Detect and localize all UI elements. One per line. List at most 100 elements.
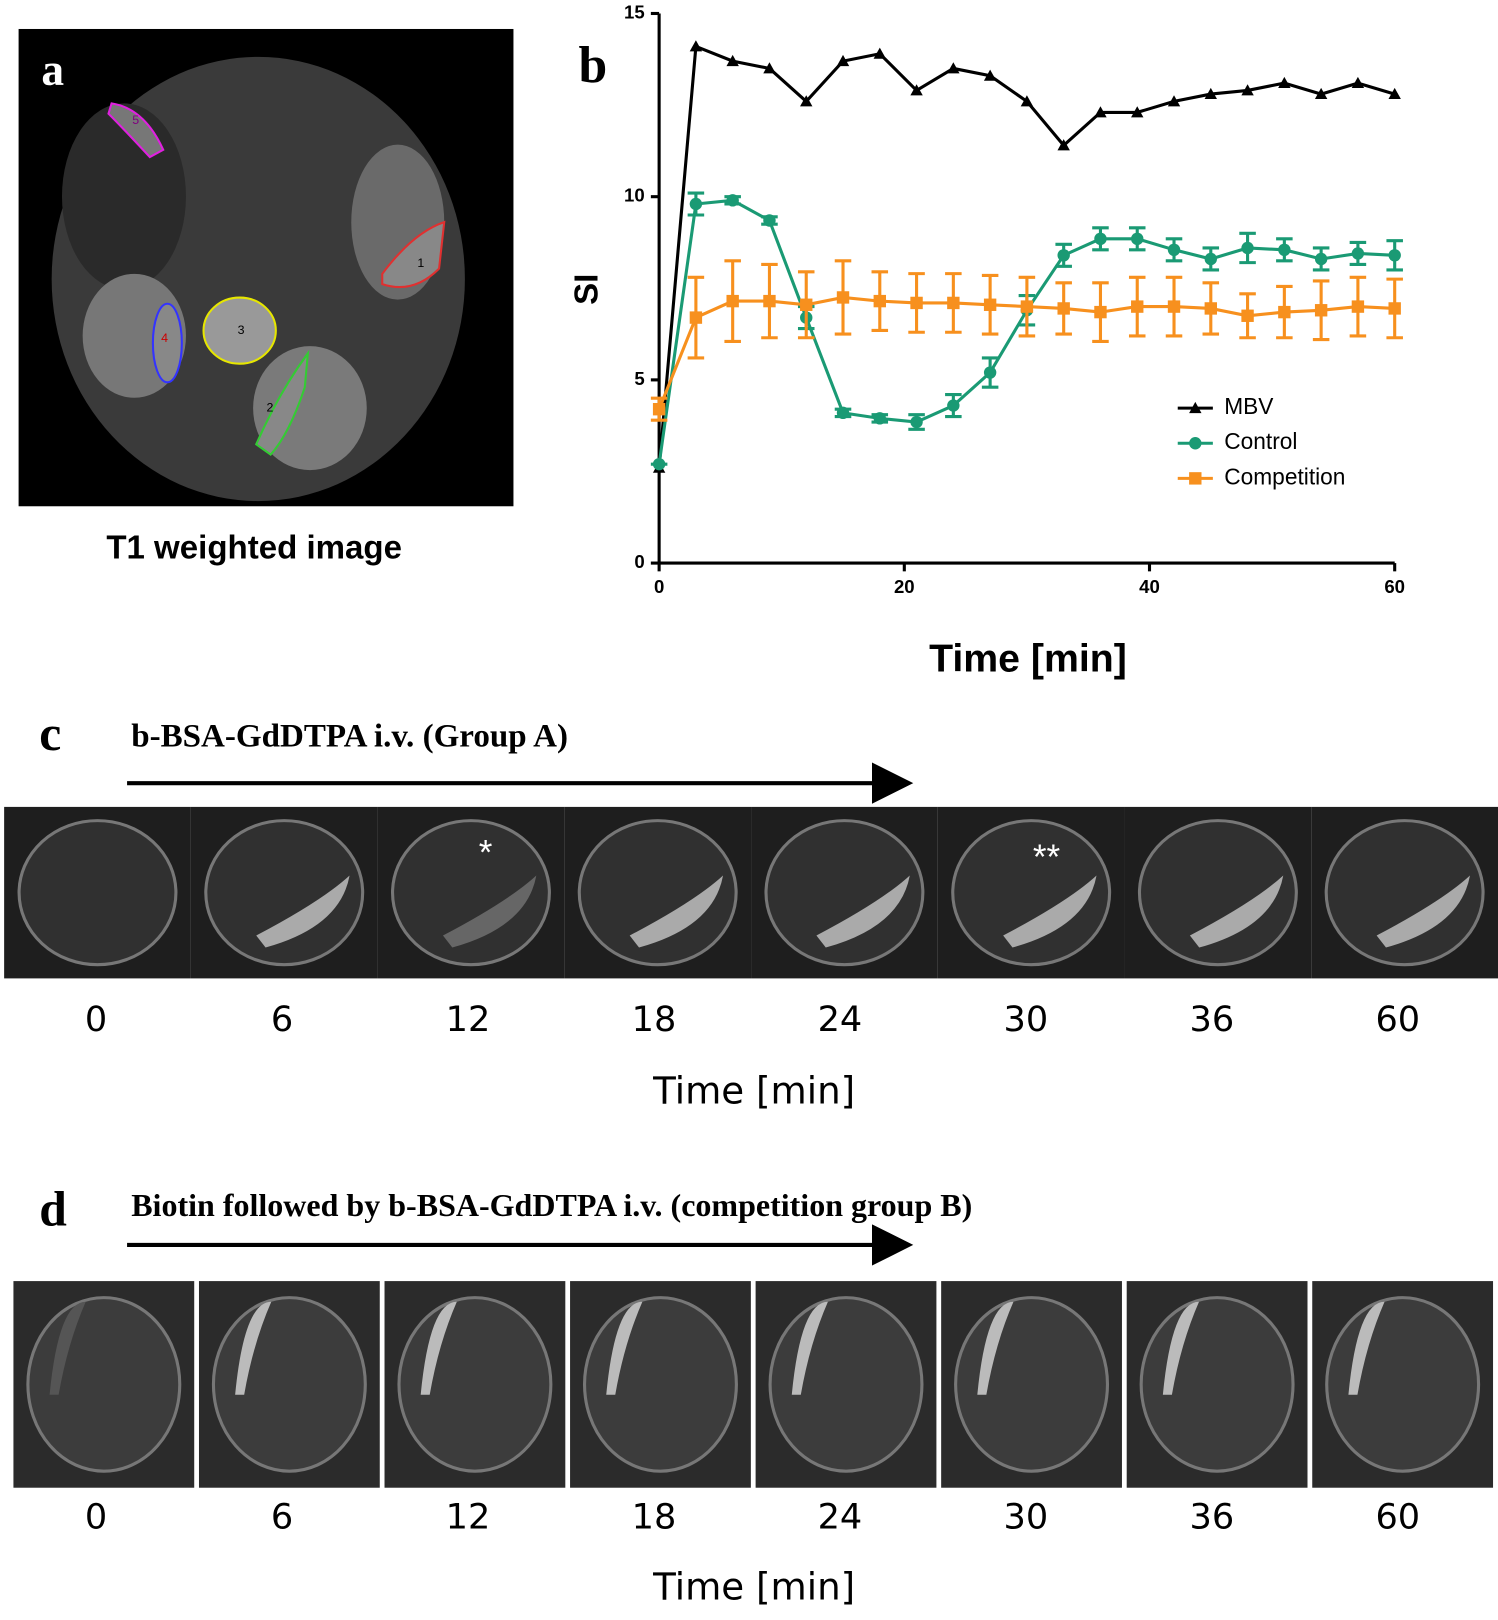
- legend-marker: [1189, 472, 1202, 485]
- marker: [1278, 76, 1291, 89]
- marker: [873, 47, 886, 59]
- panel-letter: a: [41, 44, 64, 95]
- marker: [1131, 232, 1144, 246]
- marker: [1351, 247, 1365, 260]
- marker: [836, 406, 850, 420]
- ventricle: [791, 1301, 828, 1395]
- time-label: 0: [85, 999, 107, 1040]
- x-tick-label: 20: [894, 576, 915, 597]
- marker: [1094, 232, 1107, 246]
- x-tick-label: 60: [1384, 576, 1405, 597]
- marker: [836, 54, 850, 67]
- marker: [836, 291, 850, 304]
- heart-outline: [577, 819, 738, 967]
- ventricle: [420, 1301, 457, 1395]
- ventricle: [1003, 875, 1097, 948]
- heart-outline: [1137, 819, 1298, 967]
- ventricle: [629, 875, 724, 948]
- y-tick-label: 5: [634, 368, 644, 389]
- ventricle: [1162, 1301, 1200, 1395]
- heart-outline: [204, 819, 365, 967]
- ventricle: [977, 1301, 1014, 1395]
- roi-contour: [381, 220, 446, 289]
- marker: [1388, 302, 1401, 315]
- y-tick-label: 10: [624, 185, 645, 206]
- marker: [1314, 87, 1328, 100]
- marker: [947, 399, 960, 412]
- marker: [1057, 139, 1070, 151]
- caption: T1 weighted image: [106, 529, 402, 566]
- marker: [873, 294, 886, 308]
- organ: [61, 103, 186, 290]
- heart-outline: [951, 819, 1112, 967]
- marker: [726, 294, 739, 308]
- panel-letter: c: [39, 706, 61, 761]
- ventricle: [1189, 875, 1284, 948]
- roi-label: 1: [417, 256, 424, 270]
- marker: [1351, 300, 1365, 313]
- roi-label: 3: [238, 323, 245, 337]
- marker: [652, 402, 666, 416]
- marker: [1204, 252, 1217, 266]
- x-axis-label: Time [min]: [652, 1069, 855, 1113]
- marker: [947, 62, 960, 74]
- ventricle: [235, 1301, 272, 1395]
- marker: [947, 296, 960, 310]
- y-tick-label: 0: [634, 551, 644, 572]
- marker: [763, 62, 776, 74]
- marker: [1241, 309, 1254, 322]
- heart-outline: [768, 1296, 924, 1473]
- annotation: *: [479, 834, 493, 873]
- marker: [689, 40, 703, 52]
- marker: [763, 294, 776, 308]
- marker: [983, 69, 997, 81]
- legend-marker: [1189, 401, 1202, 414]
- x-axis-label: Time [min]: [929, 637, 1127, 681]
- roi-label: 5: [132, 113, 139, 127]
- ventricle: [816, 875, 910, 948]
- marker: [800, 298, 813, 311]
- roi-label: 2: [267, 400, 274, 414]
- time-label: 24: [818, 999, 863, 1040]
- roi-contour: [107, 102, 165, 159]
- marker: [1057, 302, 1070, 315]
- line-chart: 0 5 10 15 0 20 40 60 MBV Control Competition: [624, 1, 1405, 596]
- x-axis-label: Time [min]: [652, 1564, 855, 1608]
- marker: [1020, 95, 1034, 107]
- time-label: 60: [1375, 1497, 1420, 1538]
- heart-outline: [1139, 1296, 1295, 1473]
- image-strip: [13, 1281, 1494, 1488]
- marker: [1204, 87, 1217, 100]
- marker: [1241, 84, 1254, 96]
- marker: [1020, 300, 1034, 313]
- heart-outline: [26, 1296, 182, 1473]
- legend-marker: [1189, 437, 1202, 450]
- time-label: 12: [446, 999, 491, 1040]
- time-label: 0: [85, 1497, 107, 1538]
- ventricle: [256, 875, 350, 948]
- marker: [1167, 95, 1181, 107]
- time-label: 18: [632, 999, 677, 1040]
- ventricle: [1348, 1301, 1385, 1395]
- heart-outline: [211, 1296, 367, 1473]
- time-label: 36: [1189, 999, 1234, 1040]
- ventricle: [49, 1301, 86, 1395]
- marker: [1278, 243, 1291, 257]
- y-tick-label: 15: [624, 1, 645, 22]
- annotation: **: [1033, 838, 1061, 877]
- marker: [1388, 87, 1401, 100]
- panel-title: b-BSA-GdDTPA i.v. (Group A): [131, 718, 568, 754]
- marker: [689, 311, 703, 324]
- marker: [910, 415, 923, 429]
- ventricle: [442, 875, 537, 948]
- marker: [1167, 300, 1181, 313]
- marker: [1314, 304, 1328, 317]
- marker: [763, 214, 776, 227]
- time-labels: 0 6 12 18 24 30 36 60: [85, 1497, 1420, 1538]
- y-axis-label: SI: [569, 274, 606, 305]
- roi-contour: [254, 349, 310, 456]
- x-tick-label: 0: [654, 576, 664, 597]
- time-label: 30: [1004, 1497, 1049, 1538]
- ventricle: [606, 1301, 643, 1395]
